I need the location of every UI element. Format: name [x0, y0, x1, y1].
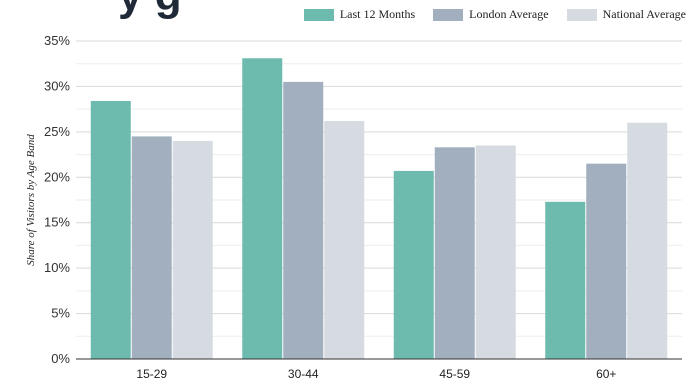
legend-label-london-average: London Average	[469, 7, 549, 21]
bars	[90, 58, 668, 360]
legend-item-national-average: National Average	[566, 7, 686, 22]
y-tick-label: 5%	[51, 306, 70, 321]
legend-item-london-average: London Average	[433, 7, 549, 22]
bar	[242, 58, 283, 360]
bar	[545, 201, 586, 359]
bar	[627, 122, 668, 360]
x-tick-labels: 15-29 30-44 45-59 60+	[136, 367, 616, 381]
bar	[475, 145, 516, 359]
bar	[324, 120, 365, 359]
x-tick-label: 45-59	[439, 367, 470, 381]
chart-title-cropped: y g	[118, 0, 182, 18]
legend-item-last-12-months: Last 12 Months	[303, 7, 416, 22]
y-tick-label: 35%	[44, 33, 70, 48]
legend-swatch-london-average	[433, 8, 464, 21]
legend-swatch-last-12-months	[303, 8, 334, 21]
y-tick-labels: 0% 5% 10% 15% 20% 25% 30% 35%	[44, 33, 70, 366]
bar	[434, 147, 475, 359]
legend-label-last-12-months: Last 12 Months	[339, 7, 416, 21]
y-tick-label: 20%	[44, 169, 70, 184]
y-tick-label: 15%	[44, 215, 70, 230]
x-tick-label: 30-44	[288, 367, 319, 381]
bar	[586, 163, 627, 359]
x-tick-label: 60+	[596, 367, 616, 381]
bar	[393, 170, 434, 359]
bar	[283, 81, 324, 359]
bar	[172, 140, 213, 359]
legend: Last 12 Months London Average National A…	[303, 7, 686, 22]
y-tick-label: 0%	[51, 351, 70, 366]
bar	[131, 136, 172, 359]
legend-label-national-average: National Average	[602, 7, 686, 21]
x-tick-label: 15-29	[136, 367, 167, 381]
y-tick-label: 30%	[44, 78, 70, 93]
bar	[90, 100, 131, 360]
y-tick-label: 10%	[44, 260, 70, 275]
y-axis-label: Share of Visitors by Age Band	[25, 134, 37, 266]
y-tick-label: 25%	[44, 124, 70, 139]
legend-swatch-national-average	[566, 8, 597, 21]
